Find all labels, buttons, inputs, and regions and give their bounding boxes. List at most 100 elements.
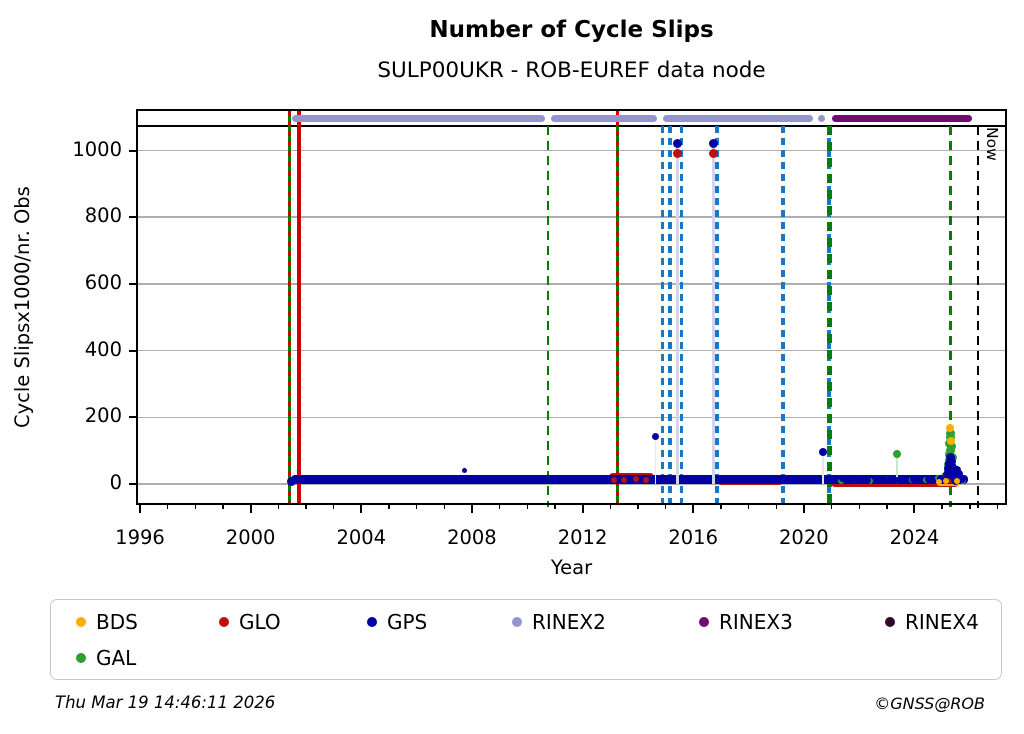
data-point-BDS bbox=[946, 436, 955, 445]
event-line-red bbox=[297, 111, 301, 503]
x-minor-tick bbox=[415, 503, 418, 509]
event-line-red-dashed bbox=[615, 111, 619, 503]
x-tick-label: 2004 bbox=[336, 526, 387, 549]
x-minor-tick bbox=[664, 503, 667, 509]
x-minor-tick bbox=[526, 503, 528, 509]
x-major-tick bbox=[470, 503, 473, 513]
rinex-bar-RINEX2 bbox=[663, 114, 813, 122]
event-line-blue-dashed bbox=[668, 125, 672, 503]
data-point-GPS bbox=[909, 476, 917, 484]
point-stem bbox=[675, 146, 679, 484]
legend: BDS GLO GPS RINEX2 RINEX3 RINEX4 GAL bbox=[50, 599, 1002, 680]
chart-subtitle: SULP00UKR - ROB-EUREF data node bbox=[377, 58, 766, 83]
chart-title: Number of Cycle Slips bbox=[429, 17, 714, 43]
strip-separator-line bbox=[138, 124, 1005, 127]
data-point-BDS bbox=[936, 478, 943, 485]
x-minor-tick bbox=[554, 503, 556, 509]
x-minor-tick bbox=[969, 503, 971, 509]
legend-dot-GAL bbox=[76, 653, 86, 663]
legend-dot-GPS bbox=[367, 617, 377, 627]
data-point-GPS bbox=[745, 477, 753, 485]
x-tick-label: 2012 bbox=[557, 526, 608, 549]
legend-item-GPS: GPS bbox=[367, 605, 427, 639]
legend-dot-BDS bbox=[76, 617, 86, 627]
data-band-GPS bbox=[291, 474, 969, 485]
x-minor-tick bbox=[194, 503, 197, 509]
event-line-blue-dashed bbox=[679, 125, 683, 503]
legend-dot-GLO bbox=[219, 617, 229, 627]
data-point-GLO bbox=[611, 476, 618, 483]
data-point-GPS bbox=[286, 477, 296, 487]
event-line-blue-dashed bbox=[781, 125, 785, 503]
data-point-GPS bbox=[946, 456, 956, 466]
data-point-BDS bbox=[954, 478, 961, 485]
rinex-bar-RINEX3 bbox=[832, 114, 972, 122]
x-minor-tick bbox=[775, 503, 777, 509]
point-stem bbox=[822, 454, 824, 484]
x-major-tick bbox=[249, 503, 252, 513]
data-point-BDS bbox=[945, 424, 954, 433]
data-point-GPS bbox=[852, 476, 860, 484]
gridline bbox=[138, 149, 1005, 152]
x-minor-tick bbox=[830, 503, 833, 509]
x-minor-tick bbox=[747, 503, 750, 509]
legend-item-RINEX2: RINEX2 bbox=[512, 605, 606, 639]
plot-area: Now 1996 2000 2004 2008 2012 2016 2020 2024 0 200 4… bbox=[72, 109, 1007, 549]
data-point-GPS bbox=[894, 477, 902, 485]
event-line-blue-dashed bbox=[715, 125, 719, 503]
data-point-GPS bbox=[461, 468, 467, 474]
x-minor-tick bbox=[167, 503, 169, 509]
x-minor-tick bbox=[443, 503, 445, 509]
event-line-green-dashed bbox=[546, 125, 550, 507]
x-axis-title: Year bbox=[550, 556, 593, 579]
event-line-now bbox=[976, 125, 980, 508]
data-point-GPS bbox=[651, 433, 659, 441]
x-minor-tick bbox=[996, 503, 999, 509]
legend-item-RINEX4: RINEX4 bbox=[885, 605, 979, 639]
data-point-GPS bbox=[955, 469, 964, 478]
y-tick-label: 600 bbox=[84, 270, 122, 294]
data-point-GLO bbox=[672, 148, 682, 158]
y-tick-label: 200 bbox=[84, 404, 122, 428]
x-major-tick bbox=[913, 503, 916, 513]
event-line-green-dashed bbox=[948, 125, 952, 507]
x-tick-label: 2008 bbox=[447, 526, 497, 549]
legend-label: BDS bbox=[96, 610, 138, 634]
y-tick bbox=[129, 416, 136, 419]
x-major-tick bbox=[581, 503, 584, 513]
x-minor-tick bbox=[277, 503, 280, 509]
data-point-GPS bbox=[708, 138, 718, 148]
x-minor-tick bbox=[498, 503, 501, 509]
x-major-tick bbox=[802, 503, 805, 513]
gridline bbox=[138, 349, 1005, 352]
data-point-GPS bbox=[729, 476, 737, 484]
data-point-GPS bbox=[672, 138, 682, 148]
legend-label: RINEX3 bbox=[719, 610, 793, 634]
x-minor-tick bbox=[388, 503, 390, 509]
x-minor-tick bbox=[941, 503, 943, 509]
y-tick bbox=[129, 483, 136, 485]
rinex-bar-RINEX2 bbox=[551, 114, 657, 122]
footer-credit: ©GNSS@ROB bbox=[874, 694, 985, 713]
x-minor-tick bbox=[609, 503, 611, 509]
data-point-GPS bbox=[880, 475, 888, 483]
x-minor-tick bbox=[886, 503, 888, 509]
x-tick-label: 2024 bbox=[889, 526, 940, 549]
data-point-GLO bbox=[621, 477, 628, 484]
data-point-GPS bbox=[924, 475, 932, 483]
event-line-red-dashed bbox=[288, 111, 292, 503]
y-tick bbox=[129, 282, 136, 285]
x-minor-tick bbox=[637, 503, 639, 509]
point-stem bbox=[711, 146, 715, 484]
data-point-GPS bbox=[863, 476, 871, 484]
legend-label: RINEX2 bbox=[532, 610, 606, 634]
x-major-tick bbox=[360, 503, 363, 513]
x-minor-tick bbox=[305, 503, 307, 509]
legend-label: GAL bbox=[96, 646, 137, 670]
x-minor-tick bbox=[222, 503, 224, 509]
x-tick-label: 2016 bbox=[668, 526, 718, 549]
x-minor-tick bbox=[720, 503, 722, 509]
x-major-tick bbox=[692, 503, 695, 513]
data-point-GAL bbox=[945, 446, 955, 456]
